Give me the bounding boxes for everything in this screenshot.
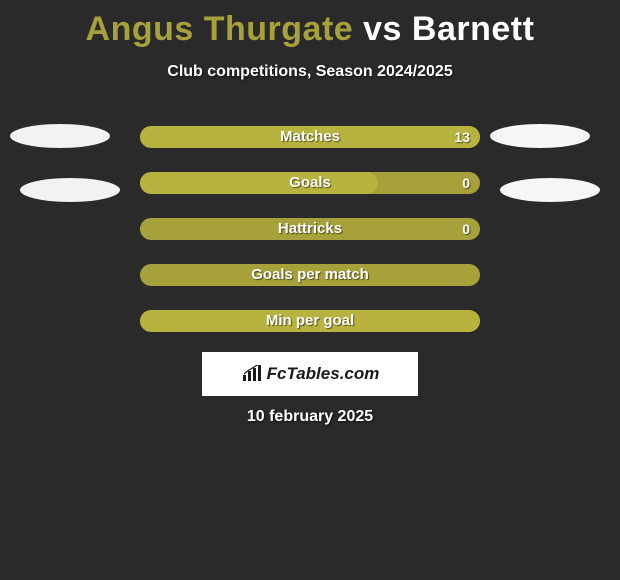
stat-bar: Min per goal (140, 310, 480, 332)
logo-inner: FcTables.com (241, 364, 380, 384)
decorative-oval (500, 178, 600, 202)
stat-bar-value: 0 (462, 172, 470, 194)
decorative-oval (20, 178, 120, 202)
decorative-oval (10, 124, 110, 148)
stat-bar-label: Goals per match (140, 264, 480, 286)
stat-bar: Goals0 (140, 172, 480, 194)
date-line: 10 february 2025 (0, 408, 620, 426)
title-left: Angus Thurgate (86, 10, 354, 48)
barchart-icon (241, 365, 263, 383)
title-vs: vs (353, 10, 412, 48)
stat-bar: Goals per match (140, 264, 480, 286)
logo-box: FcTables.com (202, 352, 418, 396)
decorative-oval (490, 124, 590, 148)
stat-bar: Hattricks0 (140, 218, 480, 240)
title-right: Barnett (412, 10, 535, 48)
stat-bar-label: Matches (140, 126, 480, 148)
logo-text: FcTables.com (267, 364, 380, 384)
stat-bar-label: Hattricks (140, 218, 480, 240)
stat-bar-label: Goals (140, 172, 480, 194)
stat-bar-value: 0 (462, 218, 470, 240)
stat-bar-label: Min per goal (140, 310, 480, 332)
stat-bar-value: 13 (454, 126, 470, 148)
subtitle: Club competitions, Season 2024/2025 (0, 63, 620, 81)
stats-bars: Matches13Goals0Hattricks0Goals per match… (140, 126, 480, 356)
page-title: Angus Thurgate vs Barnett (0, 0, 620, 49)
stat-bar: Matches13 (140, 126, 480, 148)
